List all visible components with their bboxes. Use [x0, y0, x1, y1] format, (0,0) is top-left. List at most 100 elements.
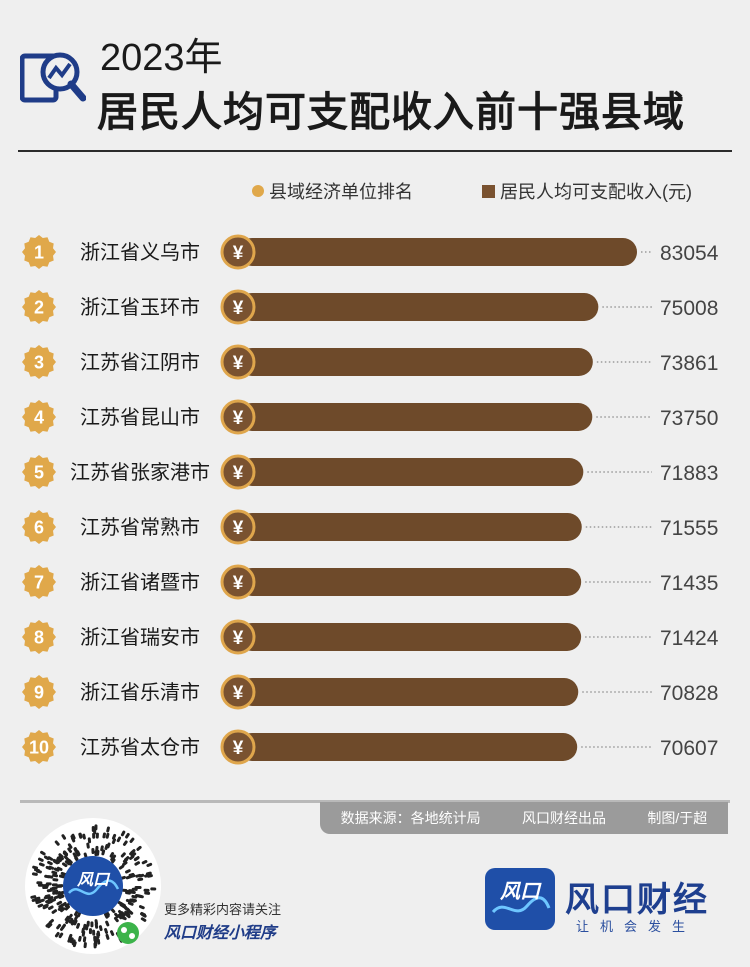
value-label: 73861 [660, 352, 718, 375]
search-chart-icon [20, 52, 86, 103]
yuan-icon [220, 564, 256, 600]
rank-badge [22, 290, 56, 324]
bar [238, 733, 578, 761]
yuan-icon [220, 289, 256, 325]
yuan-symbol: ¥ [233, 683, 244, 704]
yuan-symbol: ¥ [233, 738, 244, 759]
value-label: 70828 [660, 682, 718, 705]
title-year: 2023年 [100, 37, 223, 79]
rank-number: 10 [29, 738, 49, 758]
yuan-symbol: ¥ [233, 243, 244, 264]
yuan-symbol: ¥ [233, 518, 244, 539]
rank-badge [22, 675, 56, 709]
qr-caption: 更多精彩内容请关注 [164, 902, 282, 917]
bar [238, 293, 599, 321]
rank-badge [22, 235, 56, 269]
value-label: 75008 [660, 297, 718, 320]
yuan-icon [220, 454, 256, 490]
rank-number: 4 [34, 408, 44, 428]
rank-badge [22, 510, 56, 544]
value-label: 71424 [660, 627, 719, 650]
rank-badge [22, 565, 56, 599]
legend-income-label: 居民人均可支配收入(元) [500, 182, 692, 202]
yuan-symbol: ¥ [233, 628, 244, 649]
rank-badge [22, 455, 56, 489]
chart-row: 9 浙江省乐清市 70828 ¥ [22, 674, 718, 710]
bar [238, 513, 582, 541]
category-label: 浙江省诸暨市 [80, 571, 200, 594]
rank-badge [22, 620, 56, 654]
chart-row: 4 江苏省昆山市 73750 ¥ [22, 399, 718, 435]
rank-badge [22, 730, 56, 764]
rank-number: 2 [34, 298, 44, 318]
rank-number: 1 [34, 243, 44, 263]
yuan-symbol: ¥ [233, 463, 244, 484]
yuan-symbol: ¥ [233, 573, 244, 594]
rank-badge [22, 345, 56, 379]
chart-row: 7 浙江省诸暨市 71435 ¥ [22, 564, 718, 600]
chart-row: 2 浙江省玉环市 75008 ¥ [22, 289, 718, 325]
legend-square-icon [482, 184, 495, 198]
value-label: 83054 [660, 242, 719, 265]
brand-slogan: 让机会发生 [576, 919, 697, 934]
bar [238, 623, 582, 651]
yuan-icon [220, 509, 256, 545]
chart-row: 5 江苏省张家港市 71883 ¥ [22, 454, 718, 490]
brand-logo: 风口 [485, 868, 555, 930]
category-label: 江苏省张家港市 [70, 461, 210, 484]
legend-item-income: 居民人均可支配收入(元) [482, 178, 692, 204]
yuan-icon [220, 399, 256, 435]
category-label: 江苏省昆山市 [80, 406, 200, 429]
bar [238, 458, 584, 486]
category-label: 浙江省义乌市 [80, 241, 200, 264]
source-bar: 数据来源：各地统计局 风口财经出品 制图/于超 [320, 802, 728, 834]
bar [238, 238, 637, 266]
yuan-icon [220, 344, 256, 380]
legend-item-rank: 县域经济单位排名 [252, 178, 413, 204]
mini-program-qr-code[interactable]: 风口 [24, 817, 162, 955]
yuan-symbol: ¥ [233, 298, 244, 319]
bar-chart: 1 浙江省义乌市 83054 ¥2 浙江省玉环市 75008 ¥3 江苏省江阴市 73861 ¥4… [22, 234, 719, 765]
category-label: 江苏省太仓市 [80, 736, 200, 759]
qr-program-name: 风口财经小程序 [164, 925, 277, 942]
value-label: 71435 [660, 572, 718, 595]
rank-number: 3 [34, 353, 44, 373]
bar [238, 348, 593, 376]
rank-number: 7 [34, 573, 44, 593]
brand-logo-text: 风口 [500, 881, 542, 903]
footer-divider [20, 800, 730, 803]
yuan-icon [220, 674, 256, 710]
brand-name: 风口财经 [565, 881, 709, 919]
legend-dot-icon [252, 185, 264, 197]
chart-row: 1 浙江省义乌市 83054 ¥ [22, 234, 719, 270]
chart-row: 8 浙江省瑞安市 71424 ¥ [22, 619, 719, 655]
producer-text: 风口财经出品 [522, 810, 607, 826]
value-label: 71883 [660, 462, 718, 485]
header: 2023年 居民人均可支配收入前十强县域 [0, 0, 750, 152]
value-label: 71555 [660, 517, 718, 540]
header-divider [18, 150, 732, 152]
value-label: 73750 [660, 407, 718, 430]
chart-row: 10 江苏省太仓市 70607 ¥ [22, 729, 718, 765]
rank-number: 6 [34, 518, 44, 538]
category-label: 江苏省江阴市 [80, 351, 200, 374]
qr-badge-text: 风口 [77, 872, 111, 889]
category-label: 江苏省常熟市 [80, 516, 200, 539]
rank-number: 5 [34, 463, 44, 483]
author-text: 制图/于超 [647, 810, 708, 826]
value-label: 70607 [660, 737, 718, 760]
chart-row: 3 江苏省江阴市 73861 ¥ [22, 344, 718, 380]
rank-number: 9 [34, 683, 44, 703]
bar [238, 678, 579, 706]
rank-badge [22, 400, 56, 434]
page-title: 居民人均可支配收入前十强县域 [97, 89, 685, 135]
yuan-icon [220, 234, 256, 270]
chart-row: 6 江苏省常熟市 71555 ¥ [22, 509, 718, 545]
legend-rank-label: 县域经济单位排名 [269, 182, 413, 202]
category-label: 浙江省乐清市 [80, 681, 200, 704]
category-label: 浙江省玉环市 [80, 296, 200, 319]
legend: 县域经济单位排名 居民人均可支配收入(元) [0, 178, 750, 202]
category-label: 浙江省瑞安市 [80, 626, 200, 649]
rank-number: 8 [34, 628, 44, 648]
bar [238, 568, 582, 596]
